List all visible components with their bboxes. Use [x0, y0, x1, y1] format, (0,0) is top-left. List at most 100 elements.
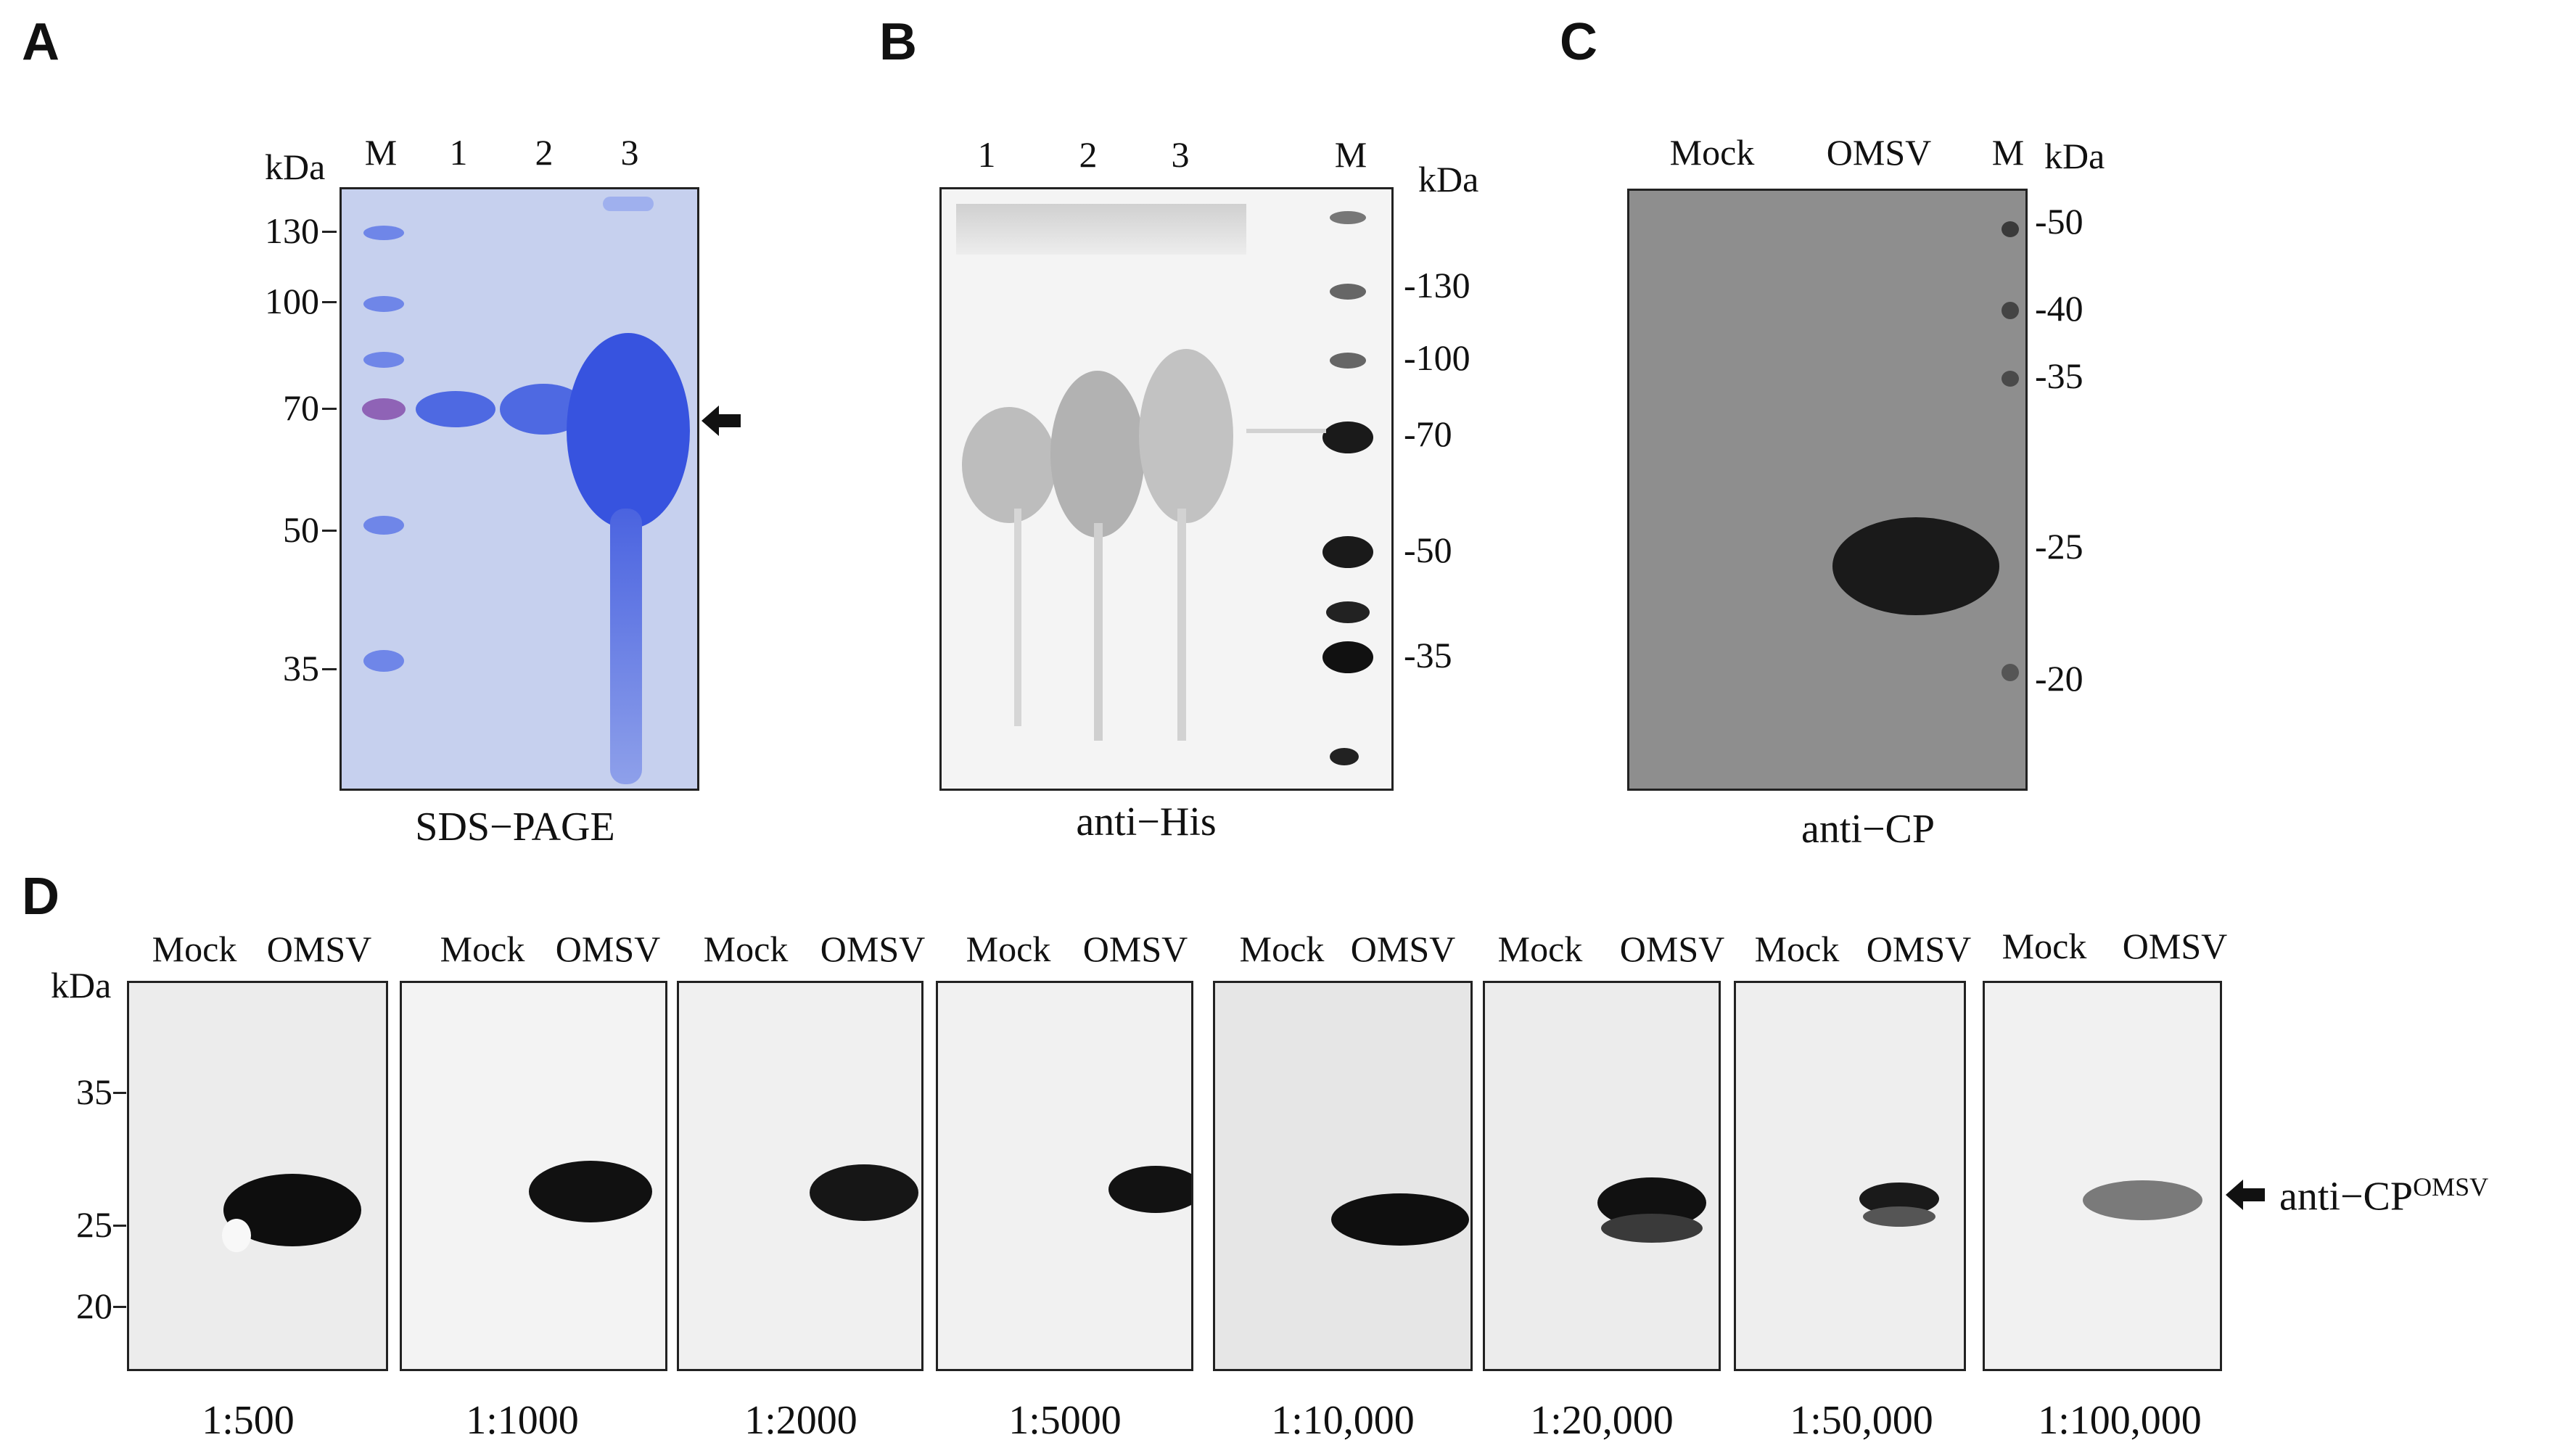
panel-a-lane1-band [416, 391, 495, 427]
panel-d-blot4-omsv-label: OMSV [1082, 929, 1188, 969]
panel-d-dilution-2: 1:1000 [466, 1398, 579, 1443]
panel-letter-d: D [22, 868, 59, 926]
panel-d-arrow-icon [2226, 1180, 2265, 1210]
panel-d-blot-3 [677, 981, 923, 1371]
panel-d-dilution-4: 1:5000 [1008, 1398, 1122, 1443]
panel-d-dilution-6: 1:20,000 [1530, 1398, 1674, 1443]
panel-d-blot-4 [936, 981, 1193, 1371]
panel-c-marker-20: -20 [2035, 658, 2083, 699]
panel-d-blot4-mock-label: Mock [966, 929, 1051, 969]
panel-d-band-label-sup: OMSV [2413, 1172, 2489, 1201]
panel-b-ladder-band [1326, 601, 1370, 623]
panel-b-ladder-band [1322, 641, 1373, 673]
panel-d-unit: kDa [51, 965, 112, 1005]
panel-c-ladder-band [2002, 221, 2019, 237]
panel-a-marker-35: 35 [283, 648, 319, 688]
panel-b-marker-70: -70 [1404, 414, 1452, 454]
panel-c-lane-mock: Mock [1669, 132, 1755, 173]
panel-a-ladder-band [362, 398, 406, 420]
panel-d-blot2-omsv-label: OMSV [555, 929, 661, 969]
panel-a-caption: SDS−PAGE [415, 805, 615, 850]
panel-d-blot-1 [127, 981, 388, 1371]
panel-d-blot3-band [810, 1164, 918, 1221]
panel-b-ladder-band [1330, 284, 1366, 300]
panel-d-blot7-omsv-label: OMSV [1866, 929, 1972, 969]
panel-d-blot-2 [400, 981, 667, 1371]
panel-a-arrow-icon [702, 406, 741, 436]
panel-b-ladder-band [1322, 421, 1373, 453]
panel-c-ladder-band [2002, 302, 2019, 319]
panel-d-blot5-omsv-label: OMSV [1350, 929, 1456, 969]
panel-a-lane-m: M [364, 132, 398, 173]
panel-c-marker-25: -25 [2035, 526, 2083, 567]
panel-d-blot7-lower-band [1863, 1206, 1935, 1227]
panel-d-band-label-main: anti−CP [2279, 1174, 2414, 1219]
panel-d-dilution-3: 1:2000 [744, 1398, 857, 1443]
panel-b-marker-35: -35 [1404, 635, 1452, 675]
panel-d-blot1-omsv-label: OMSV [266, 929, 372, 969]
panel-c-lane-omsv: OMSV [1826, 132, 1932, 173]
panel-a-tick [322, 530, 337, 532]
panel-d-marker-20: 20 [76, 1286, 112, 1326]
panel-b-lane3-smear [1177, 509, 1186, 741]
panel-d-blot3-omsv-label: OMSV [820, 929, 926, 969]
panel-a-tick [322, 301, 337, 303]
panel-a-tick [322, 668, 337, 670]
panel-d-blot-5 [1213, 981, 1473, 1371]
panel-d-blot6-lower-band [1601, 1214, 1703, 1243]
panel-d-blot-8 [1983, 981, 2222, 1371]
panel-a-lane-2: 2 [535, 132, 554, 173]
panel-d-blot3-mock-label: Mock [703, 929, 789, 969]
panel-d-blot7-mock-label: Mock [1754, 929, 1840, 969]
panel-d-blot6-omsv-label: OMSV [1619, 929, 1725, 969]
panel-d-blot8-band [2083, 1180, 2202, 1220]
panel-d-blot8-omsv-label: OMSV [2122, 926, 2228, 966]
panel-d-dilution-8: 1:100,000 [2038, 1398, 2202, 1443]
panel-b-top-smear [956, 204, 1246, 255]
panel-d-blot4-band [1108, 1166, 1191, 1213]
panel-c-blot [1627, 189, 2028, 791]
panel-d-blot-6 [1483, 981, 1721, 1371]
panel-c-ladder-band [2002, 371, 2019, 387]
panel-d-blot8-mock-label: Mock [2002, 926, 2087, 966]
panel-d-tick [113, 1225, 126, 1227]
panel-d-blot-7 [1734, 981, 1966, 1371]
panel-a-ladder-band [363, 226, 404, 240]
panel-a-lane3-top [603, 197, 654, 211]
panel-b-caption: anti−His [1076, 799, 1217, 844]
panel-c-lane-m: M [1991, 132, 2025, 173]
panel-b-ladder-band [1322, 536, 1373, 568]
panel-b-lane-1: 1 [977, 134, 996, 175]
panel-d-dilution-1: 1:500 [202, 1398, 295, 1443]
panel-a-lane3-smear [610, 509, 642, 784]
panel-a-marker-70: 70 [283, 387, 319, 428]
panel-a-marker-130: 130 [265, 210, 319, 251]
panel-c-marker-35: -35 [2035, 355, 2083, 396]
panel-b-lane-m: M [1334, 134, 1367, 175]
panel-d-band-label: anti−CPOMSV [2279, 1174, 2488, 1217]
panel-a-ladder-band [363, 296, 404, 312]
panel-d-dilution-7: 1:50,000 [1790, 1398, 1933, 1443]
panel-b-marker-130: -130 [1404, 265, 1470, 305]
panel-c-unit: kDa [2044, 136, 2105, 176]
panel-a-ladder-band [363, 516, 404, 535]
panel-d-blot5-mock-label: Mock [1239, 929, 1325, 969]
panel-letter-b: B [879, 13, 917, 71]
panel-a-lane3-band [567, 333, 690, 529]
panel-a-marker-50: 50 [283, 509, 319, 550]
panel-letter-a: A [22, 13, 59, 71]
panel-b-ladder-band [1330, 211, 1366, 224]
panel-c-ladder-band [2002, 664, 2019, 681]
panel-c-marker-40: -40 [2035, 288, 2083, 329]
panel-b-lane2-smear [1094, 523, 1103, 741]
panel-b-lane-3: 3 [1171, 134, 1190, 175]
panel-b-lane1-band [962, 407, 1056, 523]
panel-d-tick [113, 1306, 126, 1308]
panel-c-cp-band [1832, 517, 1999, 615]
panel-b-blot [939, 187, 1394, 791]
panel-a-tick [322, 408, 337, 410]
panel-d-blot2-band [529, 1161, 652, 1222]
panel-a-marker-100: 100 [265, 281, 319, 321]
panel-b-ladder-band [1330, 748, 1359, 765]
panel-d-blot6-mock-label: Mock [1497, 929, 1583, 969]
